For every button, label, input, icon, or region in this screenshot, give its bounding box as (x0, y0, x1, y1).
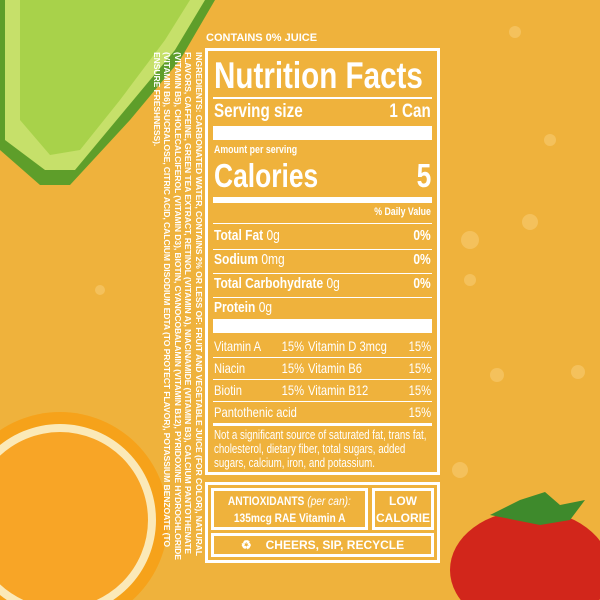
nutrient-row-protein: Protein 0g (214, 299, 273, 316)
juice-content-note: CONTAINS 0% JUICE (206, 32, 318, 44)
strawberry-image (450, 492, 600, 600)
low-calorie-badge: LOW CALORIE (372, 488, 434, 530)
water-droplets (95, 26, 585, 478)
nutrient-row-sodium: Sodium 0mg 0% (214, 251, 431, 268)
ingredients-text: INGREDIENTS: CARBONATED WATER, CONTAINS … (152, 52, 204, 560)
antioxidants-badge: ANTIOXIDANTS (per can): 135mcg RAE Vitam… (211, 488, 368, 530)
calories-value: 5 (416, 157, 431, 194)
badges-panel: ANTIOXIDANTS (per can): 135mcg RAE Vitam… (205, 482, 440, 563)
vitamin-row-pantothenic-acid: Pantothenic acid 15% (214, 404, 431, 420)
vitamin-row: Niacin 15% Vitamin B6 15% (214, 360, 431, 376)
daily-value-header: % Daily Value (374, 206, 431, 218)
footnote: Not a significant source of saturated fa… (214, 428, 427, 470)
recycle-icon: ♻ (240, 538, 252, 552)
nutrient-row-total-fat: Total Fat 0g 0% (214, 227, 431, 244)
nutrient-row-total-carbohydrate: Total Carbohydrate 0g 0% (214, 275, 431, 292)
vitamin-row: Vitamin A 15% Vitamin D 3mcg 15% (214, 338, 431, 354)
lime-slice-image (0, 0, 215, 185)
amount-per-serving: Amount per serving (214, 144, 298, 156)
calories-label: Calories (214, 157, 319, 194)
recycle-badge: ♻ CHEERS, SIP, RECYCLE (211, 533, 434, 557)
vitamin-row: Biotin 15% Vitamin B12 15% (214, 382, 431, 398)
nutrition-facts-title: Nutrition Facts (214, 55, 423, 96)
orange-slice-image (0, 412, 168, 600)
nutrition-facts-panel: Nutrition Facts Serving size 1 Can Amount… (205, 48, 440, 475)
serving-size-label: Serving size (214, 101, 303, 122)
serving-size-value: 1 Can (389, 101, 431, 122)
